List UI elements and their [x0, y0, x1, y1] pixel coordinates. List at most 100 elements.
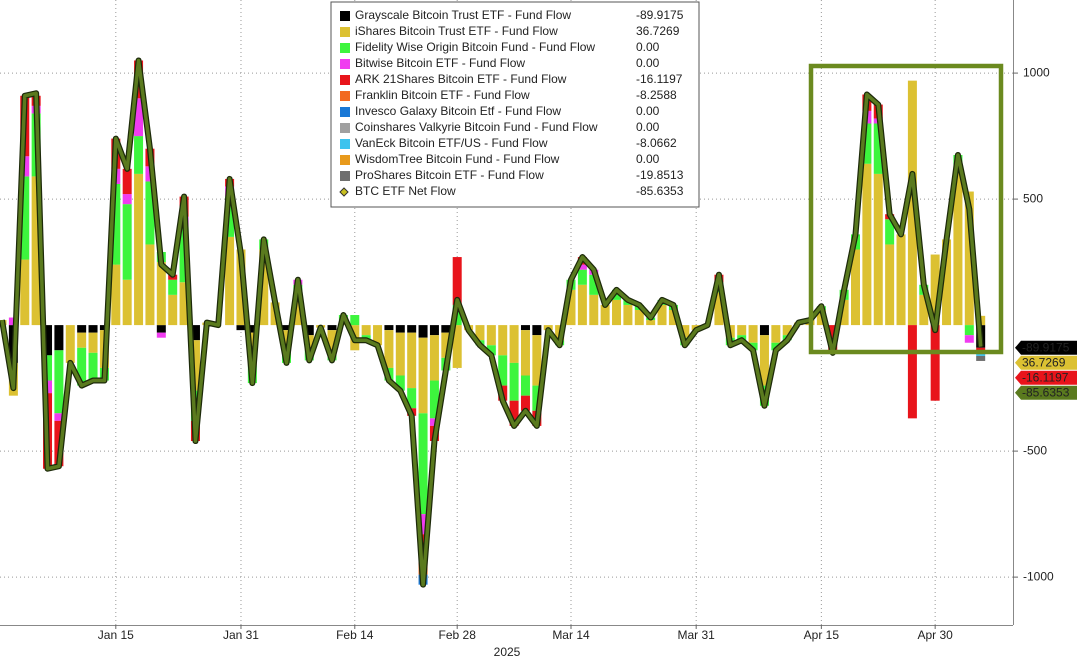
bar	[509, 325, 519, 363]
value-tag-label: -16.1197	[1022, 370, 1069, 384]
legend-value: 0.00	[636, 152, 660, 166]
bar	[236, 325, 246, 331]
bar	[520, 375, 530, 396]
bar	[88, 332, 98, 353]
x-tick-label: Feb 14	[336, 628, 374, 642]
value-tag-label: -89.9175	[1022, 340, 1070, 354]
value-tag	[1015, 355, 1077, 370]
bar	[566, 289, 576, 326]
bar	[145, 244, 155, 326]
bar	[77, 347, 87, 386]
legend-swatch	[340, 123, 350, 133]
bar	[441, 332, 451, 358]
bar	[156, 262, 166, 326]
bar	[156, 325, 166, 333]
bar	[43, 325, 53, 356]
bar	[190, 340, 200, 391]
legend-value: 36.7269	[636, 24, 680, 38]
bar	[623, 304, 633, 326]
bar	[452, 257, 462, 305]
bar	[407, 325, 417, 333]
bar	[532, 335, 542, 386]
bar	[65, 325, 75, 363]
y-tick-label: -500	[1023, 443, 1047, 457]
bar	[612, 289, 622, 300]
bar	[111, 183, 121, 265]
x-axis-title: 2025	[494, 645, 521, 659]
bar	[976, 355, 986, 361]
legend-value: -8.2588	[636, 88, 677, 102]
bar	[145, 181, 155, 245]
bar	[282, 330, 291, 351]
bar	[156, 332, 166, 338]
value-tag-label: -85.6353	[1022, 385, 1070, 399]
bar	[486, 325, 496, 346]
bar	[680, 325, 690, 338]
bar	[577, 264, 587, 270]
bar	[429, 325, 439, 336]
lines	[0, 57, 984, 588]
bar	[885, 219, 895, 245]
bar	[31, 176, 41, 326]
legend-swatch	[340, 155, 350, 165]
bar	[384, 325, 394, 331]
legend: Grayscale Bitcoin Trust ETF - Fund Flow -…	[330, 1, 700, 208]
bar	[122, 168, 132, 195]
bar	[942, 239, 952, 326]
legend-swatch	[340, 107, 350, 117]
bar	[54, 325, 64, 351]
bar	[395, 375, 405, 391]
bar	[452, 325, 462, 368]
legend-box	[330, 1, 700, 208]
legend-label: Coinshares Valkyrie Bitcoin Fund - Fund …	[355, 120, 598, 134]
legend-swatch	[340, 27, 350, 37]
x-tick-label: Apr 30	[917, 628, 953, 642]
bar	[930, 325, 940, 401]
bar	[373, 325, 383, 346]
bar	[407, 388, 417, 409]
bar	[122, 194, 132, 205]
bar	[429, 418, 439, 426]
bar	[77, 332, 87, 348]
bar	[88, 325, 98, 333]
legend-swatch	[340, 75, 350, 85]
legend-label: WisdomTree Bitcoin Fund - Fund Flow	[355, 152, 560, 166]
bar	[862, 163, 872, 326]
value-tag	[1015, 385, 1077, 400]
bar	[953, 168, 963, 326]
bar	[259, 249, 269, 326]
legend-label: ProShares Bitcoin ETF - Fund Flow	[355, 168, 544, 182]
legend-label: Bitwise Bitcoin ETF - Fund Flow	[355, 56, 525, 70]
bar	[293, 299, 303, 326]
bar	[520, 325, 530, 331]
bar	[418, 413, 428, 515]
legend-value: -16.1197	[636, 72, 683, 86]
legend-label: Franklin Bitcoin ETF - Fund Flow	[355, 88, 530, 102]
legend-value: 0.00	[636, 104, 660, 118]
legend-swatch	[340, 59, 350, 69]
bar	[418, 325, 428, 338]
bar	[964, 191, 974, 326]
bar	[122, 204, 132, 280]
bar	[907, 325, 917, 419]
bar	[395, 325, 405, 333]
bar	[737, 325, 747, 336]
bar	[919, 294, 929, 326]
bar	[782, 325, 792, 336]
y-tick-label: -1000	[1023, 569, 1054, 583]
bar	[395, 332, 405, 376]
bar	[111, 264, 121, 326]
bar	[748, 325, 758, 343]
bar	[532, 325, 542, 336]
bar	[475, 325, 485, 341]
legend-swatch	[340, 171, 350, 181]
bar	[486, 345, 496, 356]
value-tag-label: 36.7269	[1022, 355, 1066, 369]
bar	[361, 325, 371, 336]
bar	[168, 294, 178, 326]
bar	[43, 355, 53, 381]
bar	[577, 269, 587, 285]
legend-label: iShares Bitcoin Trust ETF - Fund Flow	[355, 24, 558, 38]
bar	[509, 400, 519, 426]
bar	[20, 259, 30, 326]
